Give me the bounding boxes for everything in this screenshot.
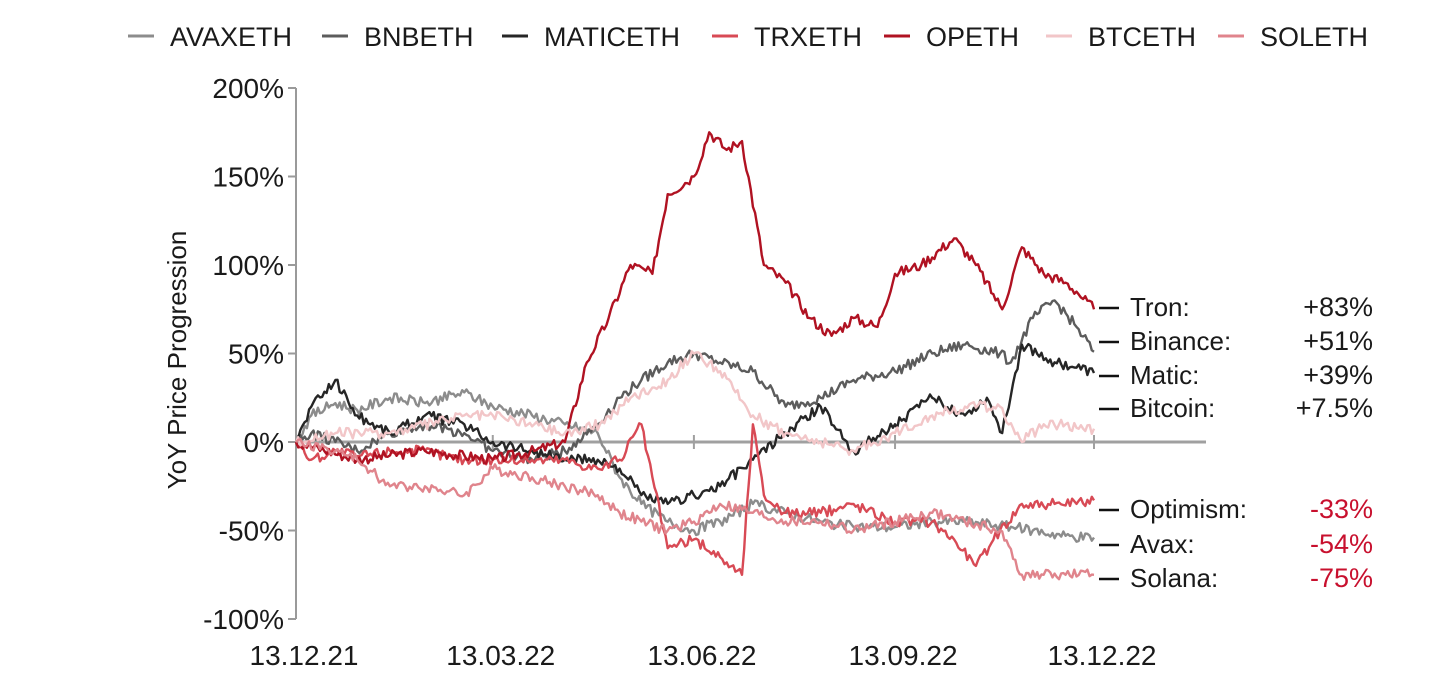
y-tick-label: -100% <box>203 604 284 635</box>
legend-label: BTCETH <box>1088 22 1196 52</box>
y-tick-label: -50% <box>219 516 284 547</box>
legend: AVAXETH BNBETH MATICETH TRXETH OPETH BTCETH SO… <box>128 22 1368 52</box>
annotation-label: Solana: <box>1130 563 1218 593</box>
y-tick-label: 50% <box>228 339 284 370</box>
annotation-value: +39% <box>1303 360 1373 390</box>
annotation-label: Bitcoin: <box>1130 393 1215 423</box>
series-line-maticeth <box>294 342 1096 506</box>
x-tick-label: 13.06.22 <box>647 640 756 671</box>
annotation-value: -33% <box>1310 494 1373 524</box>
annotation-label: Tron: <box>1130 292 1190 322</box>
x-tick-label: 13.03.22 <box>446 640 555 671</box>
x-tick-label: 13.12.22 <box>1048 640 1157 671</box>
legend-label: SOLETH <box>1260 22 1368 52</box>
y-tick-label: 150% <box>212 162 284 193</box>
annotation-label: Binance: <box>1130 326 1231 356</box>
x-tick-label: 13.12.21 <box>250 640 359 671</box>
annotation-label: Optimism: <box>1130 494 1247 524</box>
series-lines <box>294 131 1096 581</box>
y-tick-label: 200% <box>212 73 284 104</box>
series-line-avaxeth <box>294 388 1095 543</box>
annotation-label: Matic: <box>1130 360 1199 390</box>
legend-label: MATICETH <box>544 22 680 52</box>
annotation-value: -54% <box>1310 529 1373 559</box>
series-line-btceth <box>294 350 1096 456</box>
x-axis-ticks: 13.12.21 13.03.22 13.06.22 13.09.22 13.12.22 <box>250 435 1157 671</box>
y-tick-label: 100% <box>212 250 284 281</box>
annotation-value: -75% <box>1310 563 1373 593</box>
series-line-soleth <box>295 437 1095 581</box>
series-line-bnbeth <box>295 299 1095 465</box>
legend-label: AVAXETH <box>170 22 292 52</box>
y-axis-ticks: 200% 150% 100% 50% 0% -50% -100% <box>203 73 296 635</box>
series-line-opeth <box>294 131 1096 466</box>
annotation-value: +83% <box>1303 292 1373 322</box>
end-annotations: Tron: +83% Binance: +51% Matic: +39% Bitcoin: +… <box>1099 292 1373 593</box>
y-axis-label: YoY Price Progression <box>162 231 192 490</box>
annotation-label: Avax: <box>1130 529 1195 559</box>
legend-label: OPETH <box>926 22 1019 52</box>
annotation-value: +51% <box>1303 326 1373 356</box>
x-tick-label: 13.09.22 <box>849 640 958 671</box>
series-line-trxeth <box>294 422 1096 576</box>
legend-label: TRXETH <box>754 22 862 52</box>
legend-label: BNBETH <box>364 22 474 52</box>
annotation-value: +7.5% <box>1296 393 1373 423</box>
y-tick-label: 0% <box>244 427 284 458</box>
